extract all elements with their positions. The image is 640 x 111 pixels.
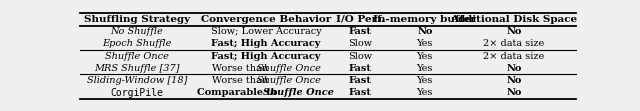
Text: No: No [417, 27, 433, 36]
Text: Shuffling Strategy: Shuffling Strategy [84, 15, 190, 24]
Text: Yes: Yes [417, 64, 433, 73]
Text: Fast: Fast [349, 88, 372, 97]
Text: Fast: Fast [349, 76, 372, 85]
Text: 2× data size: 2× data size [483, 52, 545, 61]
Text: Slow: Slow [348, 52, 372, 61]
Text: Shuffle Once: Shuffle Once [257, 76, 321, 85]
Text: Additional Disk Space: Additional Disk Space [451, 15, 577, 24]
Text: Fast; High Accuracy: Fast; High Accuracy [211, 39, 321, 48]
Text: I/O Perf.: I/O Perf. [336, 15, 385, 24]
Text: Shuffle Once: Shuffle Once [263, 88, 334, 97]
Text: Sliding-Window [18]: Sliding-Window [18] [87, 76, 188, 85]
Text: Slow: Slow [348, 39, 372, 48]
Text: In-memory buffer: In-memory buffer [373, 15, 476, 24]
Text: Fast: Fast [349, 27, 372, 36]
Text: No: No [506, 27, 522, 36]
Text: Shuffle Once: Shuffle Once [257, 64, 321, 73]
Text: Worse than: Worse than [212, 76, 271, 85]
Text: Yes: Yes [417, 52, 433, 61]
Text: Fast: Fast [349, 64, 372, 73]
Text: Yes: Yes [417, 88, 433, 97]
Text: MRS Shuffle [37]: MRS Shuffle [37] [94, 64, 180, 73]
Text: No: No [506, 76, 522, 85]
Text: Yes: Yes [417, 39, 433, 48]
Text: Shuffle Once: Shuffle Once [105, 52, 169, 61]
Text: No Shuffle: No Shuffle [111, 27, 163, 36]
Text: Comparable to: Comparable to [196, 88, 280, 97]
Text: Convergence Behavior: Convergence Behavior [201, 15, 331, 24]
Text: Fast; High Accuracy: Fast; High Accuracy [211, 52, 321, 61]
Text: Epoch Shuffle: Epoch Shuffle [102, 39, 172, 48]
Text: Slow; Lower Accuracy: Slow; Lower Accuracy [211, 27, 321, 36]
Text: Worse than: Worse than [212, 64, 271, 73]
Text: 2× data size: 2× data size [483, 39, 545, 48]
Text: No: No [506, 64, 522, 73]
Text: Yes: Yes [417, 76, 433, 85]
Text: No: No [506, 88, 522, 97]
Text: CorgiPile: CorgiPile [111, 88, 163, 98]
